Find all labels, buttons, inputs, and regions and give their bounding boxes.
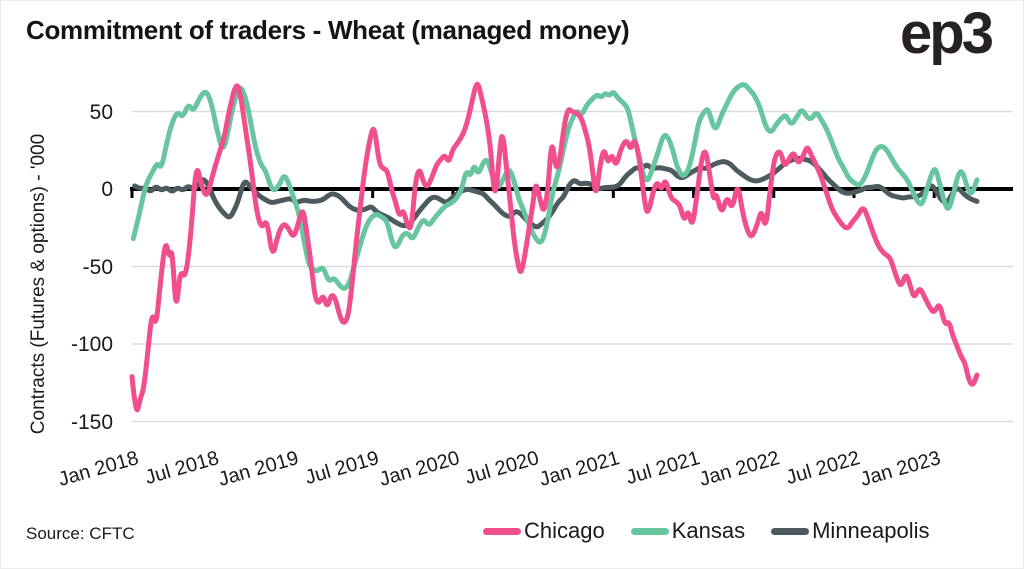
y-tick-label: 0: [101, 178, 113, 201]
series-line-minneapolis: [132, 155, 980, 230]
legend-label: Kansas: [671, 518, 746, 543]
y-axis-title: Contracts (Futures & options) - '000: [28, 133, 49, 435]
source-note: Source: CFTC: [26, 524, 135, 543]
y-tick-label: -100: [70, 333, 113, 356]
series-line-kansas: [130, 82, 980, 291]
chart-title: Commitment of traders - Wheat (managed m…: [26, 15, 630, 45]
legend-item-minneapolis: Minneapolis: [771, 518, 930, 543]
legend-item-kansas: Kansas: [630, 518, 746, 543]
legend-item-chicago: Chicago: [483, 520, 605, 542]
legend-swatch-chicago: [483, 527, 521, 535]
legend-label: Minneapolis: [812, 518, 930, 543]
y-tick-label: 50: [89, 100, 113, 124]
legend: Chicago Kansas Minneapolis: [483, 520, 930, 542]
legend-swatch-minneapolis: [771, 527, 810, 535]
series-line-chicago: [129, 81, 980, 413]
y-tick-label: -150: [70, 410, 113, 434]
legend-label: Chicago: [524, 518, 605, 543]
ep3-logo: ep3: [900, 1, 994, 66]
y-tick-label: -50: [82, 255, 113, 279]
legend-swatch-kansas: [630, 527, 669, 535]
